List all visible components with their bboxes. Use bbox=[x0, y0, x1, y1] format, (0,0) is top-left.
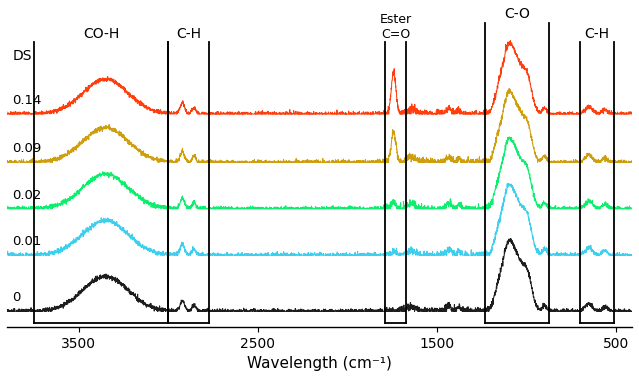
X-axis label: Wavelength (cm⁻¹): Wavelength (cm⁻¹) bbox=[247, 356, 392, 371]
Text: 0.01: 0.01 bbox=[12, 235, 42, 248]
Text: C-H: C-H bbox=[584, 26, 610, 40]
Text: C-H: C-H bbox=[176, 26, 201, 40]
Text: C-O: C-O bbox=[504, 7, 530, 21]
Text: CO-H: CO-H bbox=[83, 26, 119, 40]
Text: 0: 0 bbox=[12, 291, 20, 304]
Text: DS: DS bbox=[12, 49, 32, 63]
Text: 0.09: 0.09 bbox=[12, 143, 42, 155]
Text: 0.14: 0.14 bbox=[12, 94, 42, 107]
Text: Ester
C=O: Ester C=O bbox=[380, 12, 412, 40]
Text: 0.02: 0.02 bbox=[12, 189, 42, 202]
